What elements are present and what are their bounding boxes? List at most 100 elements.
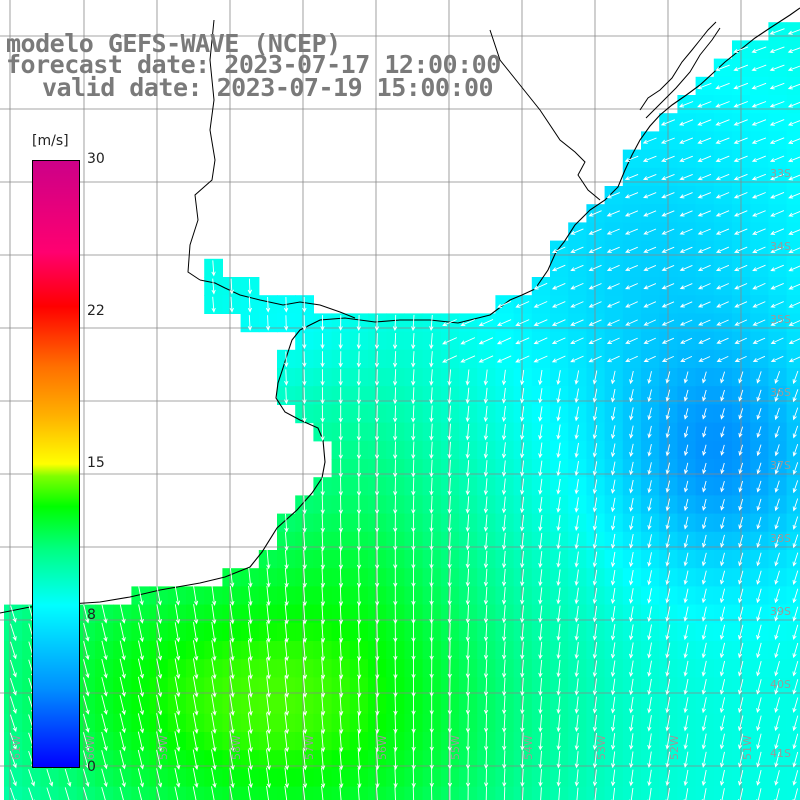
wind-vector-arrow	[82, 768, 90, 788]
wind-vector-arrow	[248, 567, 253, 588]
wind-vector-arrow	[788, 174, 800, 181]
wind-vector-arrow	[265, 315, 271, 331]
wind-vector-arrow	[574, 623, 579, 641]
wind-vector-arrow	[520, 460, 525, 477]
wind-vector-arrow	[302, 658, 308, 680]
wind-vector-arrow	[538, 496, 543, 514]
wind-vector-arrow	[574, 388, 579, 404]
wind-vector-arrow	[357, 731, 362, 753]
wind-vector-arrow	[770, 355, 784, 363]
wind-vector-arrow	[570, 282, 584, 290]
wind-vector-arrow	[302, 676, 308, 698]
wind-speed-cell	[786, 58, 800, 78]
wind-vector-arrow	[465, 460, 470, 478]
wind-vector-arrow	[483, 750, 489, 770]
wind-vector-arrow	[680, 337, 693, 344]
wind-vector-arrow	[792, 697, 799, 713]
wind-vector-arrow	[429, 333, 434, 350]
wind-vector-arrow	[792, 751, 799, 768]
wind-vector-arrow	[83, 659, 90, 679]
wind-vector-arrow	[284, 513, 289, 533]
wind-vector-arrow	[733, 228, 748, 235]
wind-vector-arrow	[266, 639, 271, 662]
wind-vector-arrow	[501, 424, 507, 441]
wind-vector-arrow	[716, 283, 729, 290]
wind-vector-arrow	[356, 405, 362, 423]
wind-vector-arrow	[665, 788, 670, 800]
wind-vector-arrow	[792, 552, 799, 567]
wind-vector-arrow	[465, 568, 470, 587]
wind-vector-arrow	[625, 246, 638, 253]
wind-vector-arrow	[520, 696, 525, 715]
latitude-label: 36S	[770, 386, 791, 399]
wind-vector-arrow	[302, 513, 307, 533]
wind-vector-arrow	[520, 677, 525, 697]
wind-vector-arrow	[756, 516, 762, 530]
wind-vector-arrow	[697, 264, 711, 272]
wind-vector-arrow	[716, 355, 729, 362]
wind-vector-arrow	[520, 732, 525, 751]
wind-vector-arrow	[625, 264, 638, 272]
wind-vector-arrow	[284, 531, 289, 552]
wind-vector-arrow	[792, 715, 799, 732]
longitude-label: 55W	[449, 735, 462, 760]
forecast-date-label: forecast date: 2023-07-17 12:00:00	[6, 50, 501, 79]
wind-vector-arrow	[792, 788, 799, 800]
wind-vector-arrow	[715, 264, 730, 272]
wind-vector-arrow	[610, 407, 616, 421]
longitude-label: 57W	[303, 735, 316, 760]
wind-vector-arrow	[629, 642, 634, 659]
wind-vector-arrow	[787, 101, 800, 108]
wind-vector-arrow	[501, 641, 507, 660]
wind-vector-arrow	[447, 441, 452, 460]
wind-vector-arrow	[520, 496, 525, 514]
wind-vector-arrow	[302, 567, 307, 588]
wind-vector-arrow	[137, 658, 144, 679]
wind-vector-arrow	[588, 246, 602, 253]
wind-vector-arrow	[83, 640, 90, 661]
wind-vector-arrow	[792, 443, 799, 457]
wind-vector-arrow	[375, 676, 380, 698]
wind-vector-arrow	[320, 315, 325, 331]
wind-vector-arrow	[320, 477, 325, 497]
wind-vector-arrow	[284, 639, 289, 662]
wind-vector-arrow	[770, 173, 785, 181]
wind-vector-arrow	[515, 319, 530, 326]
wind-vector-arrow	[357, 694, 362, 716]
wind-vector-arrow	[156, 731, 163, 752]
wind-speed-cell	[786, 76, 800, 96]
wind-vector-arrow	[606, 210, 620, 217]
wind-vector-arrow	[719, 570, 726, 585]
wind-vector-arrow	[478, 319, 494, 327]
wind-vector-arrow	[774, 606, 780, 622]
wind-vector-arrow	[465, 496, 470, 514]
wind-vector-arrow	[247, 749, 253, 771]
wind-vector-arrow	[338, 459, 343, 478]
wind-vector-arrow	[665, 606, 671, 622]
wind-vector-arrow	[770, 246, 784, 254]
wind-vector-arrow	[592, 479, 598, 495]
latitude-label: 41S	[770, 747, 791, 760]
wind-vector-arrow	[574, 424, 579, 440]
wind-vector-arrow	[321, 749, 326, 771]
wind-vector-arrow	[465, 586, 470, 606]
wind-vector-arrow	[266, 658, 271, 680]
wind-vector-arrow	[392, 423, 398, 442]
wind-vector-arrow	[788, 138, 800, 144]
wind-vector-arrow	[592, 461, 598, 476]
wind-vector-arrow	[574, 751, 579, 769]
wind-vector-arrow	[501, 442, 507, 459]
wind-vector-arrow	[119, 676, 126, 698]
wind-vector-arrow	[629, 479, 634, 494]
wind-vector-arrow	[720, 462, 725, 475]
wind-vector-arrow	[320, 639, 326, 662]
wind-vector-arrow	[538, 551, 543, 569]
wind-vector-arrow	[588, 210, 602, 217]
wind-vector-arrow	[465, 695, 471, 715]
wind-vector-arrow	[138, 622, 144, 643]
wind-vector-arrow	[211, 676, 217, 698]
wind-vector-arrow	[392, 459, 398, 478]
wind-vector-arrow	[774, 570, 780, 585]
wind-vector-arrow	[229, 568, 235, 588]
wind-vector-arrow	[284, 621, 289, 643]
